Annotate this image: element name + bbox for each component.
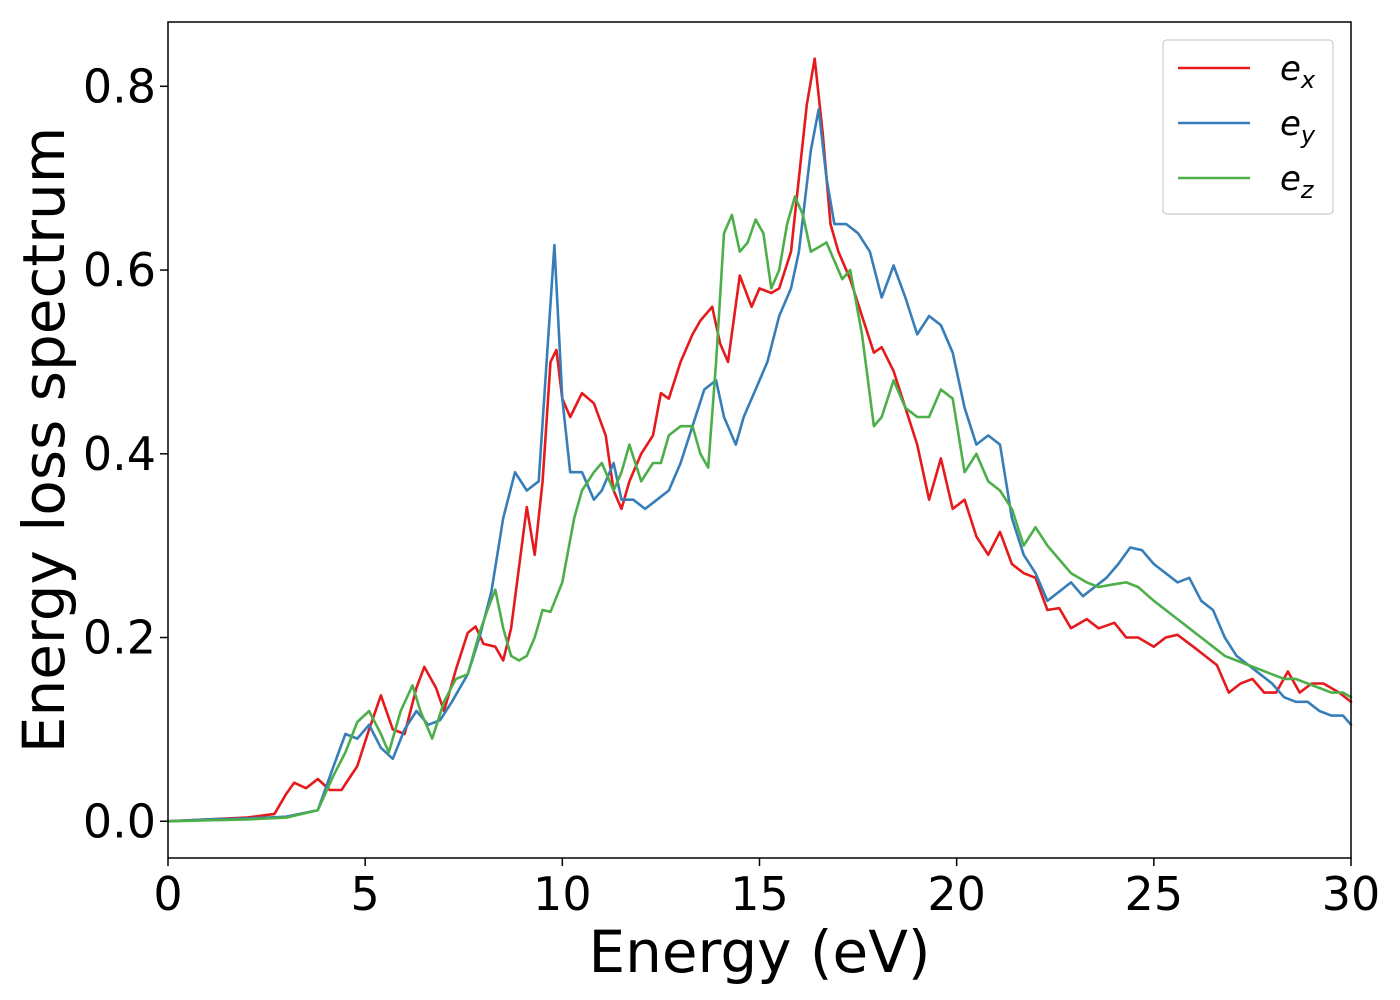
x-tick-label: 15 (730, 867, 789, 921)
x-axis: 0 5 10 15 20 25 30 (153, 858, 1380, 921)
x-tick-label: 30 (1322, 867, 1381, 921)
legend-label-ey: ey (1280, 104, 1316, 149)
y-tick-label: 0.6 (83, 243, 156, 297)
y-tick-label: 0.2 (83, 611, 156, 665)
legend-frame (1162, 39, 1334, 215)
x-tick-label: 0 (153, 867, 182, 921)
y-tick-label: 0.4 (83, 427, 156, 481)
y-tick-label: 0.0 (83, 794, 156, 848)
legend-label-ex: ex (1280, 49, 1316, 94)
x-tick-label: 5 (351, 867, 380, 921)
x-axis-title: Energy (eV) (588, 918, 930, 986)
series-line-ez (166, 195, 1353, 823)
y-tick-label: 0.8 (83, 59, 156, 113)
x-tick-label: 25 (1125, 867, 1184, 921)
x-tick-label: 10 (533, 867, 592, 921)
x-tick-label: 20 (927, 867, 986, 921)
series-line-ey (166, 108, 1353, 823)
series-line-ex (166, 57, 1353, 823)
y-axis-title: Energy loss spectrum (10, 127, 78, 753)
y-axis: 0.0 0.2 0.4 0.6 0.8 (83, 59, 168, 848)
series-layer (166, 57, 1353, 823)
